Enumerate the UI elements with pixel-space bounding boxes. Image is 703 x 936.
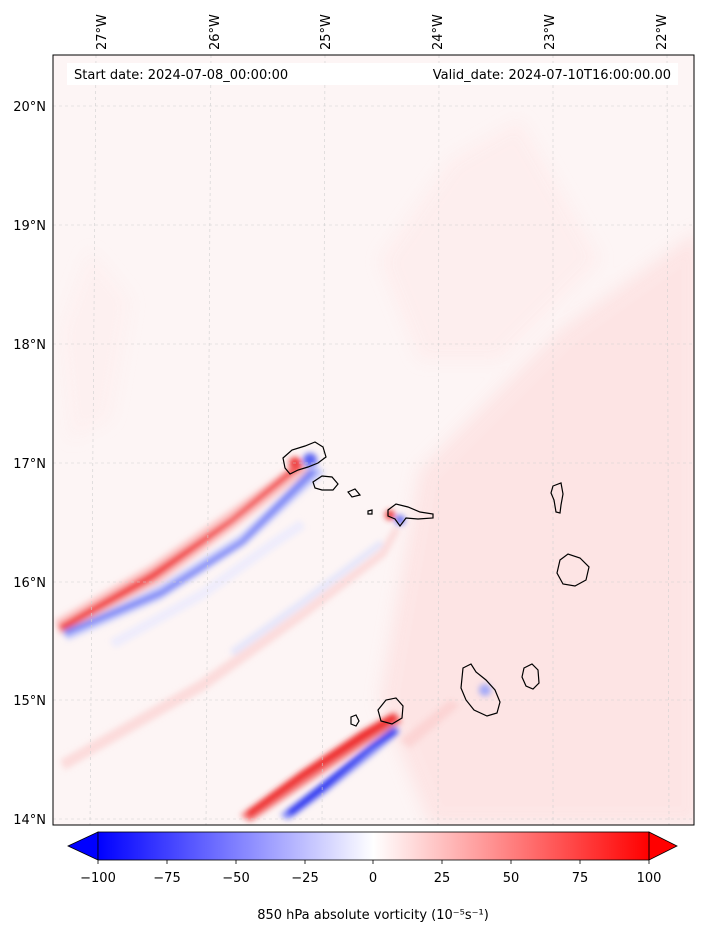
colorbar-tick-label: −100: [80, 871, 116, 886]
island-sao-nicolau: [387, 503, 434, 528]
vorticity-streak-middle: [60, 525, 400, 770]
lat-label: 16°N: [13, 576, 46, 591]
colorbar-label: 850 hPa absolute vorticity (10⁻⁵s⁻¹): [257, 908, 489, 923]
island-branco: [367, 509, 373, 515]
valid-date-text: Valid_date: 2024-07-10T16:00:00.00: [433, 68, 671, 83]
lat-label: 15°N: [13, 694, 46, 709]
start-date-text: Start date: 2024-07-08_00:00:00: [74, 68, 288, 83]
island-santiago: [460, 663, 501, 717]
island-brava: [350, 714, 360, 727]
colorbar-extend-low: [67, 831, 99, 861]
colorbar-tick-label: −75: [153, 871, 180, 886]
island-santa-luzia: [347, 488, 362, 498]
colorbar-tick-label: 100: [637, 871, 662, 886]
lon-label: 22°W: [655, 14, 670, 50]
lat-label: 19°N: [13, 219, 46, 234]
map-panel: Start date: 2024-07-08_00:00:00 Valid_da…: [53, 55, 694, 825]
colorbar-tick-labels: −100 −75 −50 −25 0 25 50 75 100: [80, 871, 661, 886]
coastlines: [282, 441, 590, 727]
colorbar-tick-label: 0: [369, 871, 377, 886]
island-santo-antao: [282, 441, 327, 475]
colorbar-ticks: [97, 860, 650, 864]
island-sal: [550, 482, 564, 514]
colorbar-outline: [97, 831, 650, 861]
lon-label: 23°W: [543, 14, 558, 50]
lon-label: 26°W: [208, 14, 223, 50]
island-sao-vicente: [312, 475, 339, 491]
gridlines: [53, 55, 694, 825]
colorbar-bar: [98, 832, 649, 860]
lon-label: 27°W: [95, 14, 110, 50]
colorbar-tick-label: −25: [291, 871, 318, 886]
colorbar-extend-high: [648, 831, 678, 861]
longitude-labels: 27°W 26°W 25°W 24°W 23°W 22°W: [95, 14, 670, 50]
colorbar-tick-label: 25: [434, 871, 451, 886]
lat-label: 18°N: [13, 338, 46, 353]
latitude-labels: 20°N 19°N 18°N 17°N 16°N 15°N 14°N: [13, 100, 46, 828]
island-boa-vista: [556, 553, 590, 587]
date-info-box: [67, 63, 678, 85]
lon-label: 25°W: [319, 14, 334, 50]
lat-label: 17°N: [13, 457, 46, 472]
lat-label: 14°N: [13, 813, 46, 828]
map-frame: [52, 54, 695, 826]
colorbar-tick-label: 50: [503, 871, 520, 886]
lon-label: 24°W: [431, 14, 446, 50]
weak-vorticity-field: [60, 120, 694, 825]
lat-label: 20°N: [13, 100, 46, 115]
island-fogo: [377, 697, 404, 725]
vorticity-streak-west: [55, 460, 325, 648]
colorbar-tick-label: 75: [572, 871, 589, 886]
colorbar-tick-label: −50: [222, 871, 249, 886]
island-maio: [521, 663, 540, 690]
colorbar: −100 −75 −50 −25 0 25 50 75 100 850 hPa …: [67, 831, 678, 923]
